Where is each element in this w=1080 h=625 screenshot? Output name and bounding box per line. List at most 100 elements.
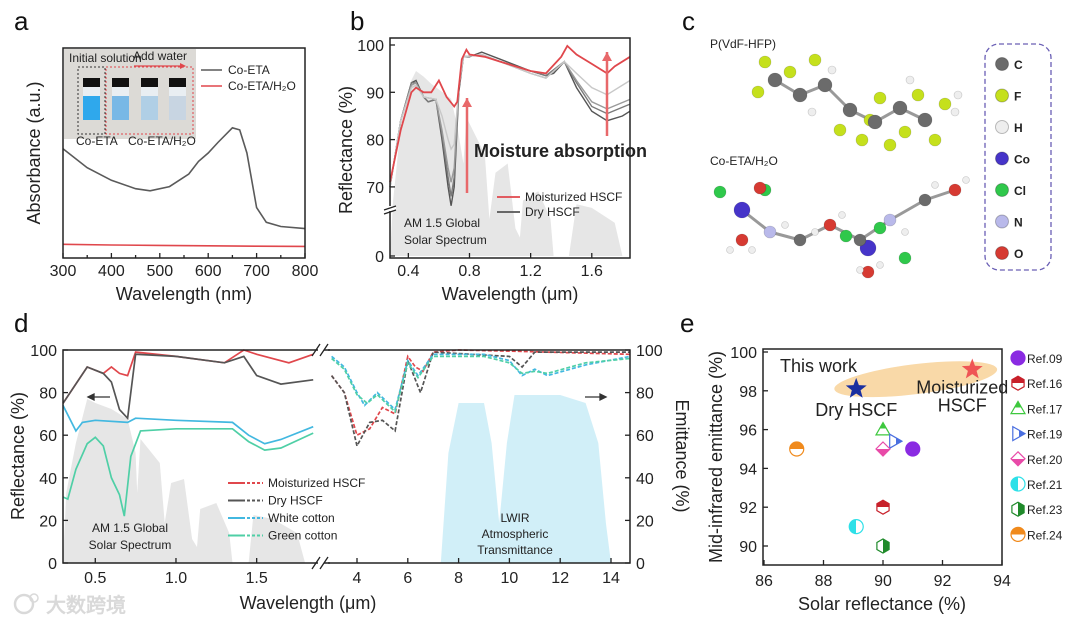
x-tick-label: 1.6 (581, 263, 603, 280)
y-tick-label-right: 100 (636, 343, 663, 360)
spectrum-label: Solar Spectrum (89, 538, 172, 552)
legend-marker-ref-24 (1010, 526, 1026, 543)
legend-atom-label: F (1014, 90, 1021, 104)
legend-label: Ref.24 (1027, 528, 1063, 542)
data-point-ref-16 (876, 499, 890, 515)
y-tick-label: 94 (739, 461, 757, 478)
point-label: HSCF (938, 395, 987, 415)
complex-label: Co-ETA/H₂O (710, 154, 778, 168)
arrow-right-axis-icon (585, 392, 608, 402)
atom-f (938, 97, 952, 111)
panel-label-a: a (14, 6, 29, 36)
solar-spectrum-area (63, 399, 306, 563)
legend-label: Ref.17 (1027, 402, 1063, 416)
atom-f (783, 65, 797, 79)
y-tick-label: 98 (739, 384, 757, 401)
y-axis-label: Reflectance (%) (336, 86, 356, 214)
annotation-moisture-absorption: Moisture absorption (474, 141, 647, 161)
solar-spectrum-area (390, 71, 623, 256)
atom-f (833, 123, 847, 137)
y-axis-label: Mid-infrared emittance (%) (706, 351, 726, 563)
spectrum-label: AM 1.5 Global (92, 521, 168, 535)
atom-h (905, 75, 915, 85)
atom-f (758, 55, 772, 69)
legend-label: Ref.20 (1027, 453, 1063, 467)
axis-break-gap (314, 344, 328, 568)
polymer-label: P(VdF-HFP) (710, 37, 776, 51)
legend-label: Co-ETA/H₂O (228, 79, 296, 93)
atom-f (808, 53, 822, 67)
x-tick-label: 700 (243, 263, 270, 280)
atom-f (751, 85, 765, 99)
y-tick-label: 70 (366, 180, 384, 197)
legend-marker-ref-20 (1010, 450, 1026, 467)
bond (889, 198, 926, 222)
panel-label-c: c (682, 6, 695, 36)
x-tick-label: 90 (874, 573, 892, 590)
atom-cl (873, 221, 887, 235)
spectrum-label: Solar Spectrum (404, 233, 487, 247)
atom-h (748, 246, 756, 254)
legend-marker-ref-21 (1010, 476, 1026, 492)
legend-atom-label: H (1014, 121, 1023, 135)
add-water-box (105, 66, 194, 135)
legend-label: Dry HSCF (525, 205, 580, 219)
legend-atom-label: C (1014, 58, 1023, 72)
lwir-label: Transmittance (477, 543, 553, 557)
atom-h (807, 107, 817, 117)
atom-h (953, 90, 963, 100)
x-tick-label: 88 (815, 573, 833, 590)
this-work-label: This work (780, 356, 858, 376)
legend-atom-label: O (1014, 247, 1023, 261)
vial-solution (83, 96, 100, 120)
atom-h (838, 211, 846, 219)
y-tick-label-right: 60 (636, 428, 654, 445)
legend-marker-ref-17 (1009, 400, 1027, 415)
x-tick-label: 92 (934, 573, 952, 590)
vial-cap (141, 78, 158, 87)
data-point-ref-24 (789, 441, 805, 457)
x-tick-label: 8 (454, 570, 463, 587)
panel-d-reflectance-emittance-chart: 0.5 1.0 1.5 4 6 8 10 12 14 0 0 20 20 40 40 60 60 80 80 100 1… (8, 343, 692, 613)
y-tick-label-left: 60 (39, 428, 57, 445)
atom-cl (839, 229, 853, 243)
emittance-line-green-cotton (331, 355, 630, 414)
initial-solution-box (77, 66, 106, 135)
data-point-ref-17 (874, 421, 892, 436)
lwir-label: Atmospheric (482, 527, 549, 541)
y-tick-label-left: 20 (39, 513, 57, 530)
x-tick-label: 0.8 (458, 263, 480, 280)
x-tick-label: 1.5 (246, 570, 268, 587)
x-tick-label: 0.4 (397, 263, 419, 280)
x-tick-label: 86 (755, 573, 773, 590)
atom-h (931, 181, 939, 189)
vial-cap (83, 78, 100, 87)
reflectance-line-green-cotton (62, 427, 314, 517)
data-point-moisturized-hscf (961, 358, 983, 379)
legend-label: Ref.21 (1027, 478, 1063, 492)
spectrum-label: AM 1.5 Global (404, 216, 480, 230)
atom-c (767, 72, 783, 88)
legend-label: Moisturized HSCF (268, 476, 365, 490)
atom-h (962, 176, 970, 184)
y-tick-label: 0 (375, 249, 384, 266)
atom-f (883, 138, 897, 152)
legend-atom-f (995, 88, 1009, 103)
legend-label: Green cotton (268, 529, 337, 543)
x-axis-label: Wavelength (μm) (240, 593, 377, 613)
panel-e-scatter-comparison: This work 86 88 90 92 94 90 92 94 96 98 100 Solar re… (706, 345, 1063, 614)
x-tick-label: 0.5 (84, 570, 106, 587)
legend-marker-ref-16 (1011, 375, 1025, 391)
data-point-ref-20 (875, 441, 891, 457)
emittance-line-dry-hscf (330, 351, 630, 449)
atom-f (898, 125, 912, 139)
atom-c (917, 112, 933, 128)
atom-c (793, 233, 807, 247)
data-point-ref-23 (876, 538, 890, 554)
atom-h (827, 65, 837, 75)
y-tick-label-left: 80 (39, 386, 57, 403)
panel-label-b: b (350, 6, 364, 36)
x-tick-label: 1.2 (520, 263, 542, 280)
panel-a-absorbance-chart: 300 400 500 600 700 800 Wavelength (nm) Absorba… (24, 47, 318, 304)
